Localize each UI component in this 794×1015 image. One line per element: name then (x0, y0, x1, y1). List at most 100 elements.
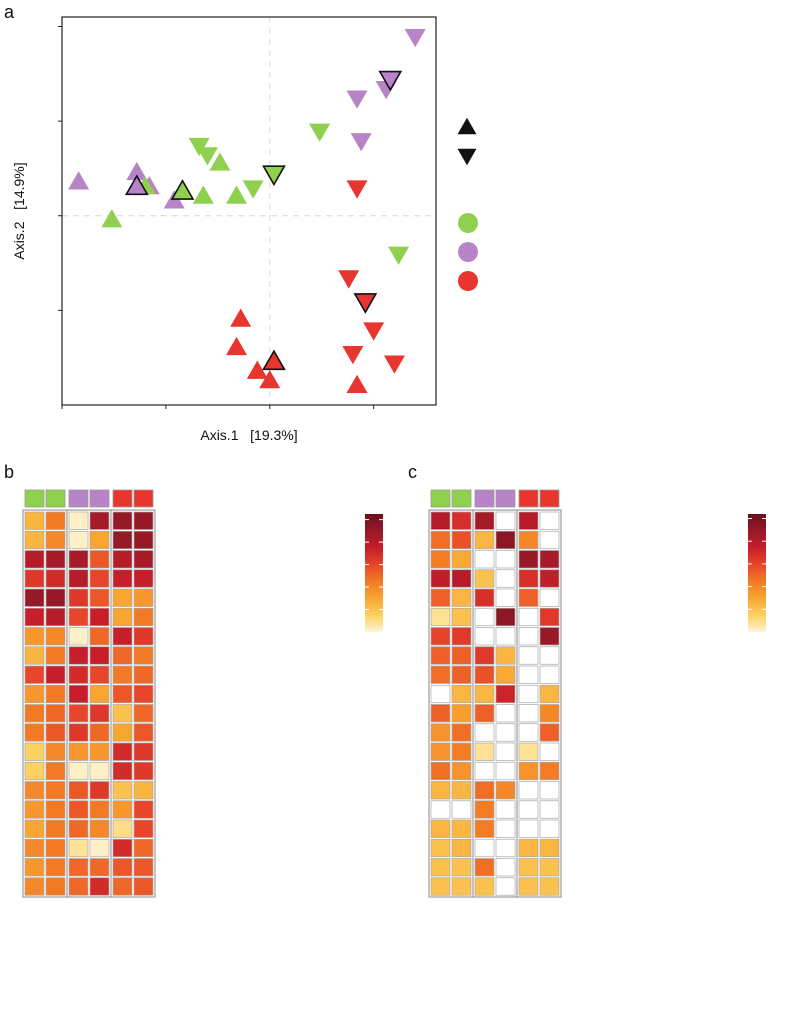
heatmap-cell (495, 877, 516, 896)
heatmap-cell (89, 781, 110, 800)
heatmap-cell (133, 877, 154, 896)
group-header-cell (430, 489, 451, 508)
heatmap-cell (45, 800, 66, 819)
sample-point (196, 147, 218, 166)
heatmap-cell (24, 800, 45, 819)
sample-point (350, 133, 372, 152)
panel-label-c: c (408, 462, 417, 482)
heatmap-cell (89, 684, 110, 704)
heatmap-cell (112, 761, 133, 781)
heatmap-cell (495, 781, 516, 800)
heatmap-cell (24, 607, 45, 627)
heatmap-cell (112, 684, 133, 704)
heatmap-cell (474, 723, 495, 742)
heatmap-cell (474, 781, 495, 800)
heatmap-cell (45, 684, 66, 704)
scatter-panel: Axis.1 [19.3%] Axis.2 [14.9%] (11, 16, 478, 443)
heatmap-cell (68, 800, 89, 819)
heatmap-cell (474, 511, 495, 530)
heatmap-cell (24, 646, 45, 665)
centroid-point (262, 165, 286, 187)
colorbar (365, 514, 383, 632)
heatmap-cell (133, 665, 154, 684)
heatmap-cell (68, 646, 89, 665)
heatmap-cell (495, 511, 516, 530)
heatmap-cell (495, 800, 516, 819)
heatmap-cell (68, 723, 89, 742)
heatmap-cell (24, 511, 45, 530)
heatmap-cell (45, 550, 66, 569)
group-frame (516, 509, 562, 898)
heatmap-cell (539, 646, 560, 665)
heatmap-cell (133, 511, 154, 530)
heatmap-cell (45, 723, 66, 742)
heatmap-cell (518, 588, 539, 607)
heatmap-cell (112, 781, 133, 800)
group-header-cell (112, 489, 133, 508)
heatmap-cell (495, 607, 516, 627)
group-header-cell (451, 489, 472, 508)
heatmap-cell (451, 819, 472, 838)
heatmap-cell (68, 742, 89, 761)
scatter-legend (457, 117, 478, 291)
heatmap-cell (451, 704, 472, 723)
heatmap-cell (45, 646, 66, 665)
sample-point (388, 246, 410, 265)
heatmap-cell (495, 819, 516, 838)
heatmap-cell (430, 627, 451, 646)
heatmap-cell (45, 569, 66, 588)
heatmap-cell (518, 627, 539, 646)
legend-triangle-up-icon (457, 117, 477, 135)
heatmap-cell (133, 800, 154, 819)
heatmap-cell (474, 588, 495, 607)
heatmap-cell (68, 877, 89, 896)
heatmap-cell (45, 838, 66, 858)
group-header-cell (89, 489, 110, 508)
sample-point (226, 336, 248, 356)
panel-label-b: b (4, 462, 14, 482)
heatmap-cell (24, 665, 45, 684)
heatmap-cell (89, 819, 110, 838)
heatmap-cell (68, 838, 89, 858)
heatmap-cell (430, 858, 451, 877)
heatmap-cell (539, 511, 560, 530)
group-header-cell (539, 489, 560, 508)
heatmap-cell (430, 781, 451, 800)
scatter-axes (58, 25, 375, 409)
heatmap-cell (45, 877, 66, 896)
heatmap-cell (112, 530, 133, 550)
heatmap-cell (539, 761, 560, 781)
heatmap-cell (474, 646, 495, 665)
heatmap-cell (89, 530, 110, 550)
heatmap-cell (68, 684, 89, 704)
heatmap-cell (474, 877, 495, 896)
heatmap-cell (474, 684, 495, 704)
heatmap-cell (133, 607, 154, 627)
heatmap-cell (45, 761, 66, 781)
heatmap-cell (474, 742, 495, 761)
heatmap-cell (430, 761, 451, 781)
heatmap-cell (89, 858, 110, 877)
heatmap-cell (68, 588, 89, 607)
heatmap-cell (451, 665, 472, 684)
heatmap-cell (451, 646, 472, 665)
heatmap-cell (474, 607, 495, 627)
heatmap-cell (539, 838, 560, 858)
heatmap-cell (89, 646, 110, 665)
heatmap-cell (539, 569, 560, 588)
centroid-point (353, 293, 378, 314)
heatmap-cell (112, 819, 133, 838)
heatmap-cell (89, 742, 110, 761)
heatmap-cell (45, 781, 66, 800)
heatmap-cell (430, 607, 451, 627)
heatmap-cell (89, 665, 110, 684)
heatmap-cell (133, 530, 154, 550)
heatmap-cell (539, 819, 560, 838)
heatmap-cell (518, 742, 539, 761)
heatmap-cell (518, 800, 539, 819)
heatmap-cell (495, 646, 516, 665)
heatmap-cell (89, 627, 110, 646)
heatmap-cell (495, 588, 516, 607)
heatmap-cell (539, 877, 560, 896)
heatmap-cell (430, 550, 451, 569)
